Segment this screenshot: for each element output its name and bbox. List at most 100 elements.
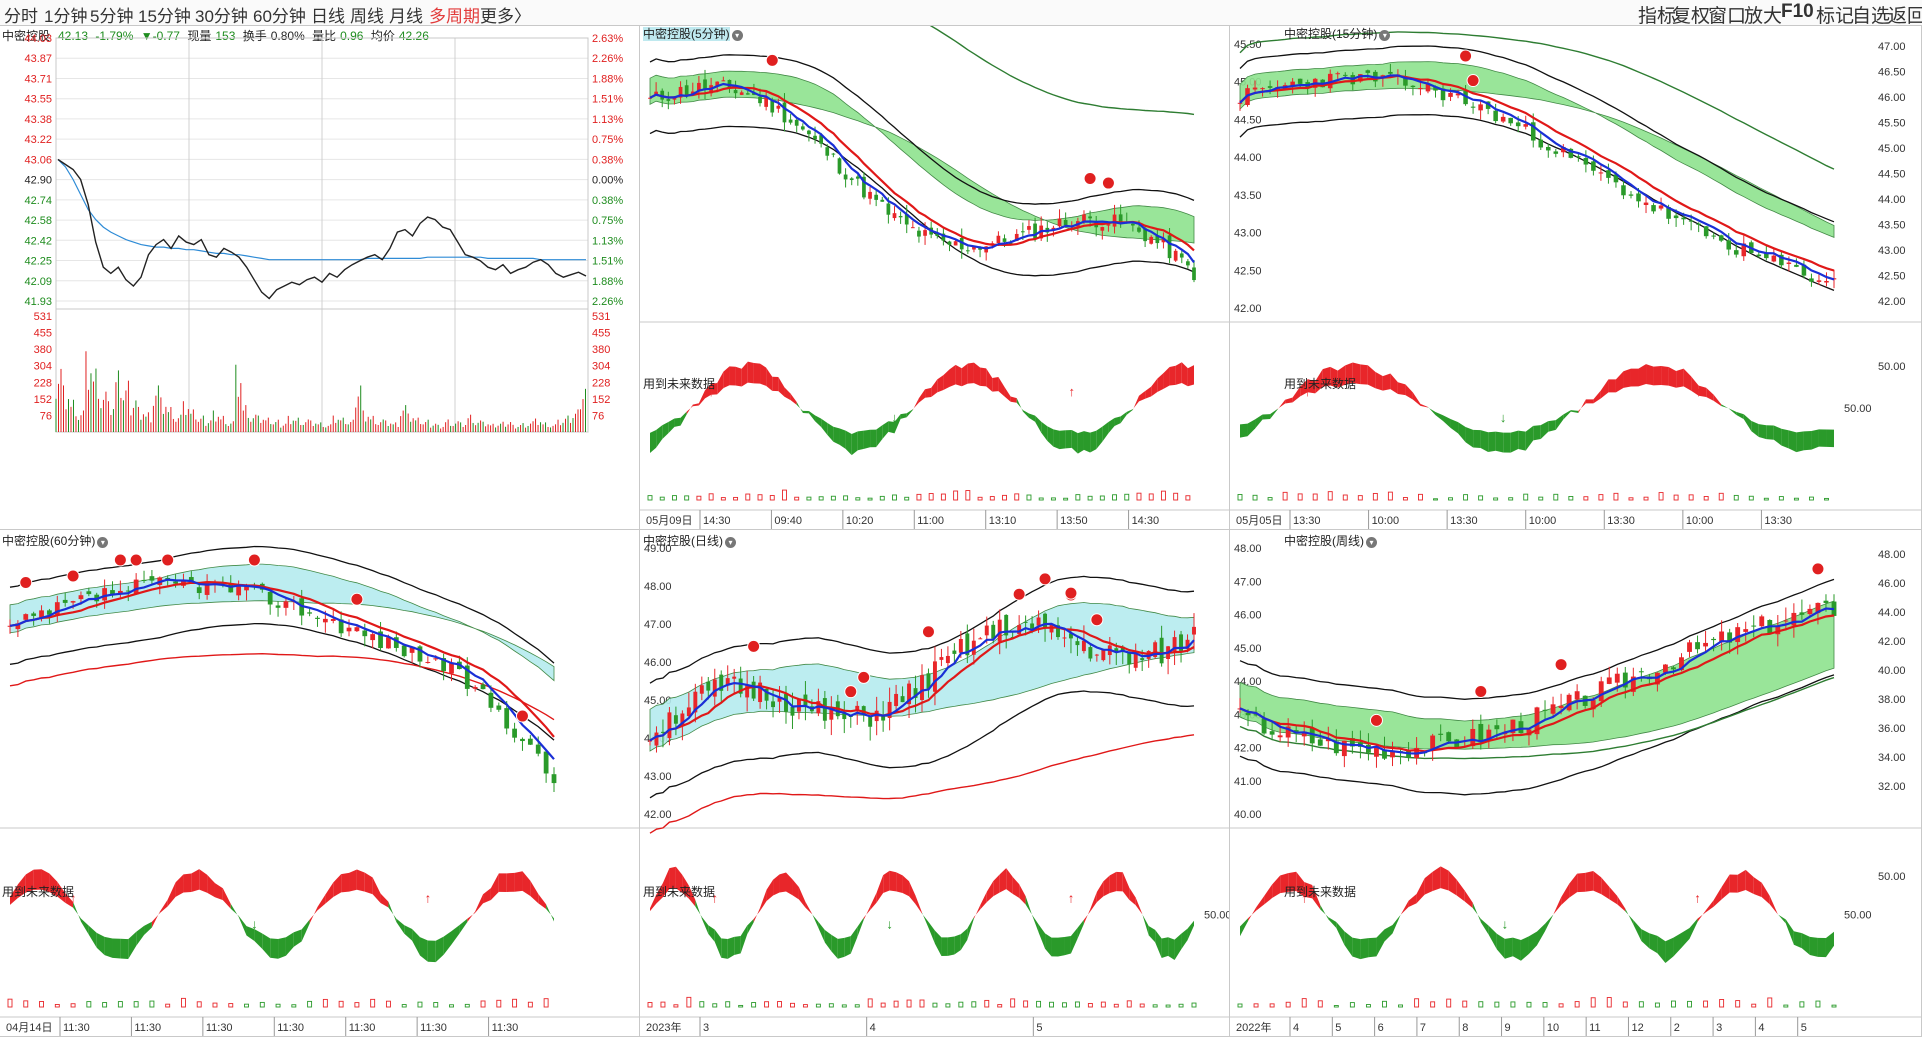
price-tick-label: 43.87 [24,53,52,65]
oscillator-ribbon [1045,933,1052,957]
adjust-button[interactable]: 复权 [1672,6,1711,27]
oscillator-ribbon [1593,390,1601,404]
oscillator-ribbon [467,911,476,923]
oscillator-ribbon [412,928,420,956]
candle-body [965,633,970,656]
sell-signal-icon [1064,586,1078,600]
tab-30min[interactable]: 30分钟 [195,7,248,26]
time-tick-label: 11 [1589,1022,1600,1034]
right-axis-osc: 50.00 [1878,871,1906,883]
oscillator-ribbon [1809,936,1818,957]
more-arrow-icon[interactable]: 〉 [514,7,531,26]
tab-intraday[interactable]: 分时 [4,7,38,26]
chart-panel-15min[interactable]: 45.50 45.00 44.50 44.00 43.50 43.00 42.50 42.00… [1230,26,1922,530]
chart-panel-daily[interactable]: 49.0048.0047.0046.0045.0044.0043.0042.00… [640,530,1230,1037]
oscillator-bar [259,1001,265,1008]
candle-body [1309,727,1315,744]
chart-panel-60min[interactable]: ↑ ↓ ↑ 04月14日 11:30 11:30 11:30 11:30 11:30 11:30 1… [0,530,640,1037]
watchlist-button[interactable]: 自选 [1852,6,1891,27]
candle-body [1515,122,1521,127]
oscillator-ribbon [1608,379,1616,393]
candle-body [1082,214,1086,222]
candle-body [913,688,918,698]
oscillator-ribbon [1181,928,1188,950]
back-button[interactable]: 返回 [1888,6,1922,27]
title-5min[interactable]: 中密控股(5分钟) ▾ [643,25,743,42]
oscillator-ribbon [17,874,26,898]
tab-more[interactable]: 更多 [480,7,514,26]
oscillator-ribbon [309,906,318,924]
oscillator-ribbon [1277,399,1286,410]
window-button[interactable]: 窗口 [1708,6,1747,27]
oscillator-ribbon [1103,875,1110,897]
price-tick-label: 42.90 [24,175,52,187]
mark-button[interactable]: 标记 [1816,6,1855,27]
chart-panel-weekly[interactable]: 48.0047.0046.0045.0044.0043.0042.0041.00… [1230,530,1922,1037]
chart-panel-5min[interactable]: ↑ ↓ ↑ 05月09日 14:30 09:40 10:20 11:00 13:10 13:50 1… [640,26,1230,530]
candle-body [1576,156,1581,158]
oscillator-ribbon [1345,362,1353,385]
zoom-button[interactable]: 放大 [1744,6,1783,27]
lower-envelope-line [1239,674,1835,796]
oscillator-ribbon [1630,368,1639,387]
osc-tick-label: 50.00 [1844,403,1872,415]
oscillator-bar [1297,493,1303,501]
volume-tick-label: 531 [592,311,610,323]
title-daily[interactable]: 中密控股(日线) ▾ [643,532,736,549]
oscillator-ribbon [900,413,907,419]
f10-button[interactable]: F10 [1781,1,1814,22]
title-weekly[interactable]: 中密控股(周线) ▾ [1284,532,1377,549]
title-15min[interactable]: 中密控股(15分钟) ▾ [1284,25,1391,42]
candle-body [1021,231,1025,233]
oscillator-bar [1139,1003,1145,1008]
indicator-button[interactable]: 指标 [1638,6,1677,27]
volume-tick-label: 455 [34,328,52,340]
candle-body [1260,88,1265,90]
oscillator-ribbon [1168,937,1175,960]
volume-tick-label: 304 [34,361,52,373]
candle-body [54,602,60,615]
oscillator-ribbon [270,938,279,959]
oscillator-ribbon [1480,430,1489,452]
tab-daily[interactable]: 日线 [311,7,345,26]
oscillator-bar [433,1002,439,1008]
candle-body [907,683,912,705]
candle-body [86,591,92,595]
volume-tick-label: 152 [34,394,52,406]
oscillator-ribbon [254,929,263,949]
intraday-chart-panel[interactable]: 44.03 2.63% 43.87 2.26% 43.71 1.88% 43.55 1.51%… [0,26,640,530]
pct-tick-label: 0.75% [592,215,623,227]
candle-body [1245,712,1251,716]
oscillator-bar [712,1003,718,1008]
oscillator-ribbon [1175,362,1182,385]
tab-1min[interactable]: 1分钟 [44,7,88,26]
candle-body [715,81,720,87]
tab-monthly[interactable]: 月线 [389,7,423,26]
oscillator-ribbon [790,393,797,405]
tab-15min[interactable]: 15分钟 [138,7,191,26]
pct-tick-label: 1.88% [592,276,623,288]
up-arrow-icon: ↑ [712,891,719,906]
sell-signal-icon [921,625,935,639]
oscillator-bar [708,493,714,501]
oscillator-bar [1767,997,1773,1008]
candle-body [764,688,769,701]
oscillator-bar [764,1001,770,1008]
future-data-note-daily: 用到未来数据 [643,885,716,899]
oscillator-bar [244,1003,249,1008]
candle-body [758,682,763,703]
candle-body [1438,733,1444,735]
tab-60min[interactable]: 60分钟 [253,7,306,26]
tab-weekly[interactable]: 周线 [350,7,384,26]
title-60min[interactable]: 中密控股(60分钟) ▾ [2,532,109,549]
tab-5min[interactable]: 5分钟 [90,7,134,26]
candle-body [1794,264,1799,267]
oscillator-ribbon [1545,914,1554,932]
oscillator-ribbon [805,901,812,915]
tab-multi-period[interactable]: 多周期 [429,7,480,26]
oscillator-bar [1824,497,1829,501]
oscillator-ribbon [1077,431,1084,454]
oscillator-ribbon [980,367,987,387]
time-tick-label: 10:00 [1529,515,1557,527]
pct-tick-label: 0.00% [592,175,623,187]
